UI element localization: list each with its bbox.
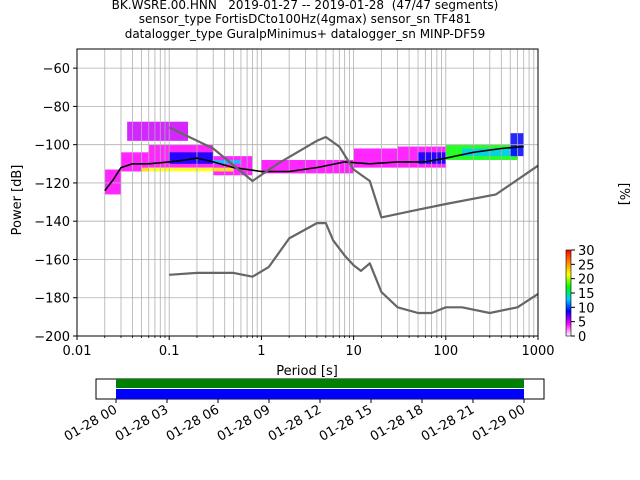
timeline-tick-label: 01-28 15 [317,402,375,444]
x-tick-label: 1 [257,344,265,359]
coverage-bar [116,379,524,388]
timeline-tick-label: 01-28 09 [215,402,273,444]
y-tick-label: −200 [34,330,70,345]
plot-area [77,49,538,336]
x-tick-label: 0.1 [159,344,180,359]
x-tick-label: 1000 [521,344,554,359]
x-tick-label: 100 [433,344,458,359]
plot-frame [76,48,539,337]
density-block [261,159,354,174]
density-block [141,167,234,172]
y-tick-label: −100 [34,139,70,154]
x-tick-label: 10 [345,344,362,359]
colorbar-label: [%] [616,183,631,206]
timeline-tick-label: 01-28 21 [419,402,477,444]
series-line-model-lower [169,222,539,315]
timeline-tick-label: 01-28 12 [266,402,324,444]
grid-lines [76,49,538,337]
y-tick-label: −60 [43,62,70,77]
timeline-tick-label: 01-28 00 [62,402,120,444]
title-line-3: datalogger_type GuralpMinimus+ datalogge… [124,27,486,41]
coverage-bar [116,389,524,399]
density-block [213,159,241,164]
colorbar-tick-label: 0 [578,330,586,345]
y-tick-label: −180 [34,292,70,307]
series-layer [104,126,539,315]
colorbar-gradient [565,249,572,337]
colorbar-tick-label: 15 [578,287,595,302]
y-axis-label: Power [dB] [10,165,25,236]
density-block [127,121,189,141]
x-axis-label: Period [s] [276,364,338,379]
timeline-tick-label: 01-28 18 [368,402,426,444]
colorbar-tick-label: 20 [578,273,595,288]
series-line-model-upper [168,126,539,219]
colorbar-tick-label: 30 [578,244,595,259]
colorbar-tick-label: 5 [578,316,586,331]
timeline-tick-label: 01-28 06 [164,402,222,444]
series-line-mean [104,145,524,192]
density-block [104,169,121,195]
timeline-bars [116,379,524,399]
y-tick-label: −120 [34,177,70,192]
density-block [418,152,446,164]
y-axis-ticks: −60 −80 −100 −120 −140 −160 −180 −200 [34,62,77,345]
y-tick-label: −160 [34,253,70,268]
density-block [169,152,214,164]
title-line-2: sensor_type FortisDCto100Hz(4gmax) senso… [138,12,472,26]
ppsd-plot: 0.01 0.1 1 10 100 1000 −60 −80 −100 −120 −140 −160… [10,48,555,379]
colorbar-tick-label: 25 [578,258,595,273]
x-tick-label: 0.01 [63,344,92,359]
y-tick-label: −80 [43,100,70,115]
y-tick-label: −140 [34,215,70,230]
timeline-tick-label: 01-28 03 [113,402,171,444]
title-line-1: BK.WSRE.00.HNN 2019-01-27 -- 2019-01-28 … [111,0,499,12]
colorbar-tick-label: 10 [578,301,595,316]
x-axis-ticks: 0.01 0.1 1 10 100 1000 [63,336,555,359]
density-block [353,148,398,168]
timeline-tick-label: 01-29 00 [470,402,528,444]
